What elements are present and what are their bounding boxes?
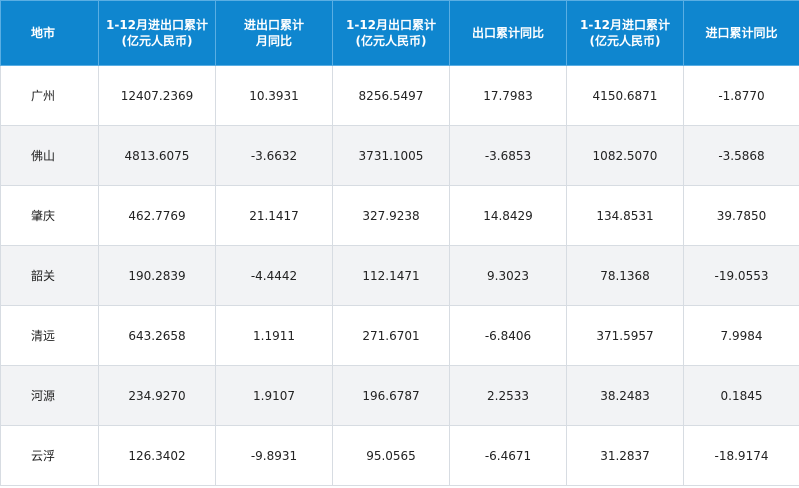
- table-row: 清远 643.2658 1.1911 271.6701 -6.8406 371.…: [0, 305, 799, 366]
- cell-import: 31.2837: [566, 425, 684, 486]
- header-total-trade-yoy: 进出口累计 月同比: [215, 0, 333, 66]
- cell-export: 327.9238: [332, 185, 450, 246]
- cell-city: 河源: [0, 365, 99, 426]
- cell-import: 38.2483: [566, 365, 684, 426]
- cell-import-yoy: -3.5868: [683, 125, 799, 186]
- cell-city: 广州: [0, 65, 99, 126]
- header-import: 1-12月进口累计 (亿元人民币): [566, 0, 684, 66]
- cell-total-trade: 462.7769: [98, 185, 216, 246]
- cell-export: 271.6701: [332, 305, 450, 366]
- cell-total-trade: 126.3402: [98, 425, 216, 486]
- cell-total-trade: 643.2658: [98, 305, 216, 366]
- cell-import: 1082.5070: [566, 125, 684, 186]
- cell-import: 371.5957: [566, 305, 684, 366]
- table-row: 韶关 190.2839 -4.4442 112.1471 9.3023 78.1…: [0, 245, 799, 306]
- cell-city: 肇庆: [0, 185, 99, 246]
- header-import-yoy: 进口累计同比: [683, 0, 799, 66]
- cell-import: 4150.6871: [566, 65, 684, 126]
- table-row: 肇庆 462.7769 21.1417 327.9238 14.8429 134…: [0, 185, 799, 246]
- cell-import-yoy: 7.9984: [683, 305, 799, 366]
- cell-export: 196.6787: [332, 365, 450, 426]
- cell-export-yoy: 14.8429: [449, 185, 567, 246]
- cell-import: 134.8531: [566, 185, 684, 246]
- cell-export-yoy: -6.4671: [449, 425, 567, 486]
- cell-export: 3731.1005: [332, 125, 450, 186]
- cell-import: 78.1368: [566, 245, 684, 306]
- table-row: 佛山 4813.6075 -3.6632 3731.1005 -3.6853 1…: [0, 125, 799, 186]
- cell-total-trade-yoy: 1.1911: [215, 305, 333, 366]
- cell-export: 95.0565: [332, 425, 450, 486]
- table-row: 广州 12407.2369 10.3931 8256.5497 17.7983 …: [0, 65, 799, 126]
- cell-total-trade-yoy: -9.8931: [215, 425, 333, 486]
- cell-export: 112.1471: [332, 245, 450, 306]
- cell-export-yoy: 2.2533: [449, 365, 567, 426]
- cell-total-trade-yoy: 21.1417: [215, 185, 333, 246]
- cell-total-trade: 234.9270: [98, 365, 216, 426]
- cell-total-trade-yoy: -4.4442: [215, 245, 333, 306]
- cell-total-trade: 190.2839: [98, 245, 216, 306]
- header-city: 地市: [0, 0, 99, 66]
- cell-import-yoy: 39.7850: [683, 185, 799, 246]
- cell-total-trade: 4813.6075: [98, 125, 216, 186]
- cell-total-trade: 12407.2369: [98, 65, 216, 126]
- table-row: 云浮 126.3402 -9.8931 95.0565 -6.4671 31.2…: [0, 425, 799, 486]
- cell-city: 云浮: [0, 425, 99, 486]
- cell-export-yoy: 17.7983: [449, 65, 567, 126]
- header-export-yoy: 出口累计同比: [449, 0, 567, 66]
- cell-import-yoy: -1.8770: [683, 65, 799, 126]
- cell-export-yoy: -6.8406: [449, 305, 567, 366]
- header-export: 1-12月出口累计 (亿元人民币): [332, 0, 450, 66]
- cell-city: 韶关: [0, 245, 99, 306]
- cell-export: 8256.5497: [332, 65, 450, 126]
- cell-total-trade-yoy: 10.3931: [215, 65, 333, 126]
- cell-import-yoy: 0.1845: [683, 365, 799, 426]
- cell-total-trade-yoy: -3.6632: [215, 125, 333, 186]
- cell-export-yoy: -3.6853: [449, 125, 567, 186]
- cell-city: 佛山: [0, 125, 99, 186]
- cell-import-yoy: -19.0553: [683, 245, 799, 306]
- header-total-trade: 1-12月进出口累计 (亿元人民币): [98, 0, 216, 66]
- header-row: 地市 1-12月进出口累计 (亿元人民币) 进出口累计 月同比 1-12月出口累…: [0, 0, 799, 66]
- cell-export-yoy: 9.3023: [449, 245, 567, 306]
- cell-total-trade-yoy: 1.9107: [215, 365, 333, 426]
- table-row: 河源 234.9270 1.9107 196.6787 2.2533 38.24…: [0, 365, 799, 426]
- cell-city: 清远: [0, 305, 99, 366]
- cell-import-yoy: -18.9174: [683, 425, 799, 486]
